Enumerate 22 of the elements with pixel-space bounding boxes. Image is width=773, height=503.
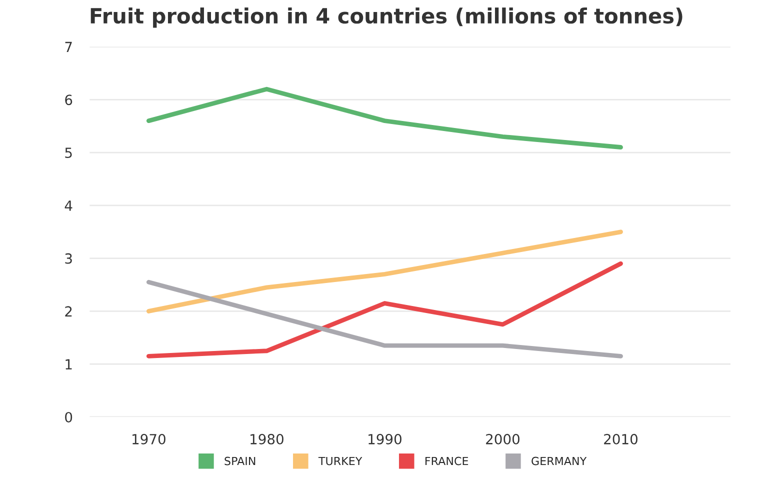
legend-label: SPAIN: [224, 456, 256, 466]
line-series: [146, 230, 623, 314]
x-tick-label: 2010: [604, 434, 638, 444]
y-tick-label: 5: [65, 148, 72, 158]
y-tick-label: 1: [66, 359, 72, 370]
y-tick-label: 7: [65, 42, 72, 52]
x-tick-label: 1980: [250, 434, 284, 444]
y-tick-label: 4: [64, 200, 72, 211]
y-tick-label: 2: [65, 306, 72, 316]
x-tick-label: 1990: [368, 434, 402, 444]
line-series: [146, 280, 623, 358]
x-tick-label: 2000: [486, 434, 520, 444]
legend-label: FRANCE: [425, 456, 468, 466]
x-tick-label: 1970: [132, 434, 166, 444]
legend-label: GERMANY: [532, 456, 587, 466]
line-series: [146, 261, 623, 358]
y-tick-label: 3: [65, 253, 72, 264]
line-series: [146, 86, 623, 150]
legend-label: TURKEY: [318, 456, 362, 466]
y-tick-label: 0: [65, 412, 72, 422]
chart-title: Fruit production in 4 countries (millions of tonnes): [90, 8, 682, 28]
y-tick-label: 6: [65, 94, 72, 106]
